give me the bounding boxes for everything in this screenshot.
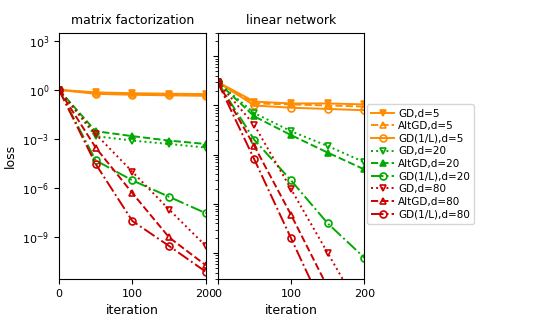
Title: linear network: linear network — [246, 14, 336, 28]
Y-axis label: loss: loss — [4, 144, 17, 168]
Legend: GD,d=5, AltGD,d=5, GD(1/L),d=5, GD,d=20, AltGD,d=20, GD(1/L),d=20, GD,d=80, AltG: GD,d=5, AltGD,d=5, GD(1/L),d=5, GD,d=20,… — [367, 104, 474, 224]
X-axis label: iteration: iteration — [106, 304, 159, 317]
Title: matrix factorization: matrix factorization — [71, 14, 194, 28]
X-axis label: iteration: iteration — [265, 304, 317, 317]
